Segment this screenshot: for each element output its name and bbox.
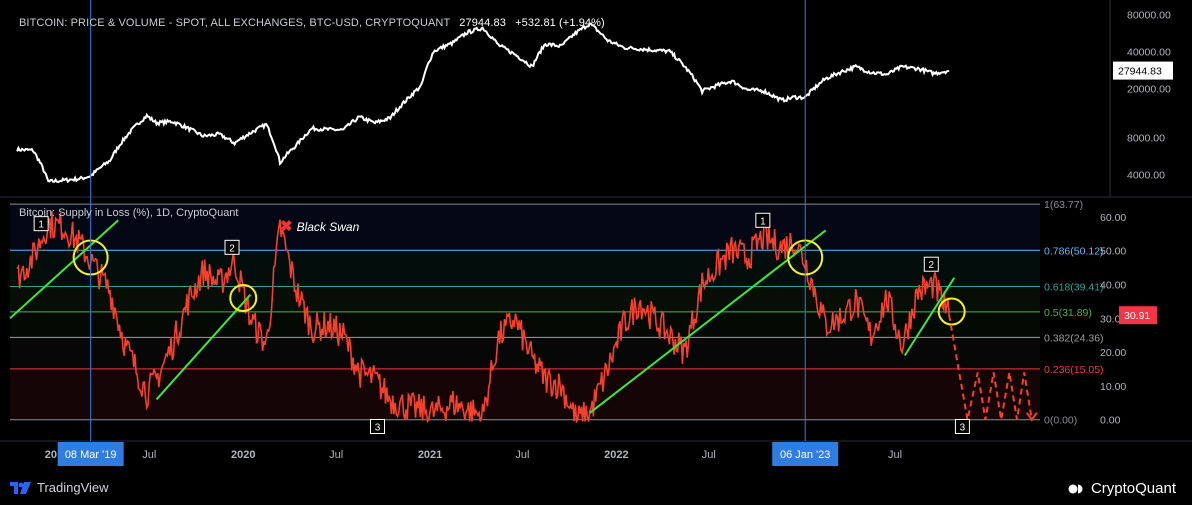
footer-bar: [0, 470, 1192, 505]
fib-zone: [10, 337, 1040, 369]
indicator-axis-tick: 50.00: [1100, 246, 1126, 258]
wave-label: 1: [38, 220, 44, 231]
crosshair-date-label: 06 Jan '23: [780, 449, 830, 461]
wave-label: 3: [960, 422, 966, 433]
cryptoquant-logo[interactable]: CryptoQuant: [1068, 480, 1176, 497]
price-axis-tick: 40000.00: [1127, 46, 1171, 58]
price-last-badge: [1113, 61, 1173, 80]
price-axis-tick: 80000.00: [1127, 9, 1171, 21]
wave-label: 2: [229, 243, 235, 254]
fib-level-label: 0.236(15.05): [1044, 364, 1104, 376]
wave-label-box: [923, 256, 939, 272]
wave-label-box: [369, 418, 385, 434]
wave-label-box: [33, 216, 49, 232]
fib-zone: [10, 250, 1040, 287]
indicator-axis-tick: 10.00: [1100, 381, 1126, 393]
time-axis-tick: Jul: [515, 449, 529, 461]
wave-label-box: [755, 212, 771, 228]
cryptoquant-icon: [1068, 484, 1083, 493]
crosshair-date-label: 08 Mar '19: [65, 449, 117, 461]
tradingview-label: TradingView: [37, 480, 109, 495]
time-axis-tick: 2020: [231, 449, 255, 461]
fib-level-label: 1(63.77): [1044, 199, 1083, 211]
fib-level-label: 0.382(24.36): [1044, 332, 1104, 344]
time-axis-tick: Jul: [142, 449, 156, 461]
indicator-axis-tick: 0.00: [1100, 415, 1121, 427]
fib-level-label: 0.786(50.12): [1044, 245, 1104, 257]
indicator-axis-tick: 40.00: [1100, 280, 1126, 292]
indicator-last-badge: [1119, 306, 1157, 325]
cryptoquant-label: CryptoQuant: [1090, 480, 1176, 497]
trendline: [155, 293, 252, 401]
x-mark-icon: ✖: [280, 218, 293, 235]
fib-zone: [10, 286, 1040, 312]
fib-level-label: 0(0.00): [1044, 415, 1077, 427]
trendline: [9, 219, 119, 320]
price-axis-tick: 8000.00: [1127, 133, 1165, 145]
highlight-circle: [937, 297, 966, 326]
fib-level-label: 0.5(31.89): [1044, 307, 1092, 319]
wave-label: 1: [760, 216, 766, 227]
indicator-axis-tick: 20.00: [1100, 347, 1126, 359]
wave-label: 2: [929, 260, 935, 271]
time-axis-tick: Jul: [888, 449, 902, 461]
tradingview-icon: [10, 481, 31, 494]
tradingview-logo[interactable]: TradingView: [10, 480, 109, 495]
wave-label: 3: [375, 422, 381, 433]
price-title-text: BITCOIN: PRICE & VOLUME - SPOT, ALL EXCH…: [19, 17, 451, 29]
time-axis-tick: 2022: [604, 449, 628, 461]
indicator-last-badge-text: 30.91: [1124, 310, 1150, 322]
projection-arrow-icon: [1026, 412, 1038, 422]
price-line: [16, 22, 950, 184]
crosshair-date-badge: [57, 442, 124, 466]
time-axis-tick: 2021: [418, 449, 442, 461]
fib-zone: [10, 204, 1040, 251]
projection-path: [948, 314, 1033, 420]
price-last-badge-text: 27944.83: [1118, 66, 1162, 78]
black-swan-label: Black Swan: [296, 220, 360, 234]
black-swan-annotation: ✖ Black Swan: [280, 217, 359, 235]
trendline: [903, 277, 956, 357]
wave-label-box: [224, 239, 240, 255]
indicator-title: Bitcoin: Supply in Loss (%), 1D, CryptoQ…: [19, 207, 239, 219]
time-axis-tick: Jul: [702, 449, 716, 461]
price-chart-title: BITCOIN: PRICE & VOLUME - SPOT, ALL EXCH…: [19, 17, 605, 29]
crosshair-date-badge: [772, 442, 839, 466]
fib-level-label: 0.618(39.41): [1044, 282, 1104, 294]
fib-zone: [10, 368, 1040, 420]
trendline: [589, 229, 827, 414]
highlight-circle: [229, 284, 258, 313]
price-change: +532.81 (+1.94%): [515, 17, 605, 29]
price-last-value: 27944.83: [459, 17, 506, 29]
wave-label-box: [954, 418, 970, 434]
indicator-axis-tick: 60.00: [1100, 212, 1126, 224]
price-axis-tick: 4000.00: [1127, 170, 1165, 182]
price-axis-tick: 20000.00: [1127, 83, 1171, 95]
time-axis-tick: Jul: [329, 449, 343, 461]
